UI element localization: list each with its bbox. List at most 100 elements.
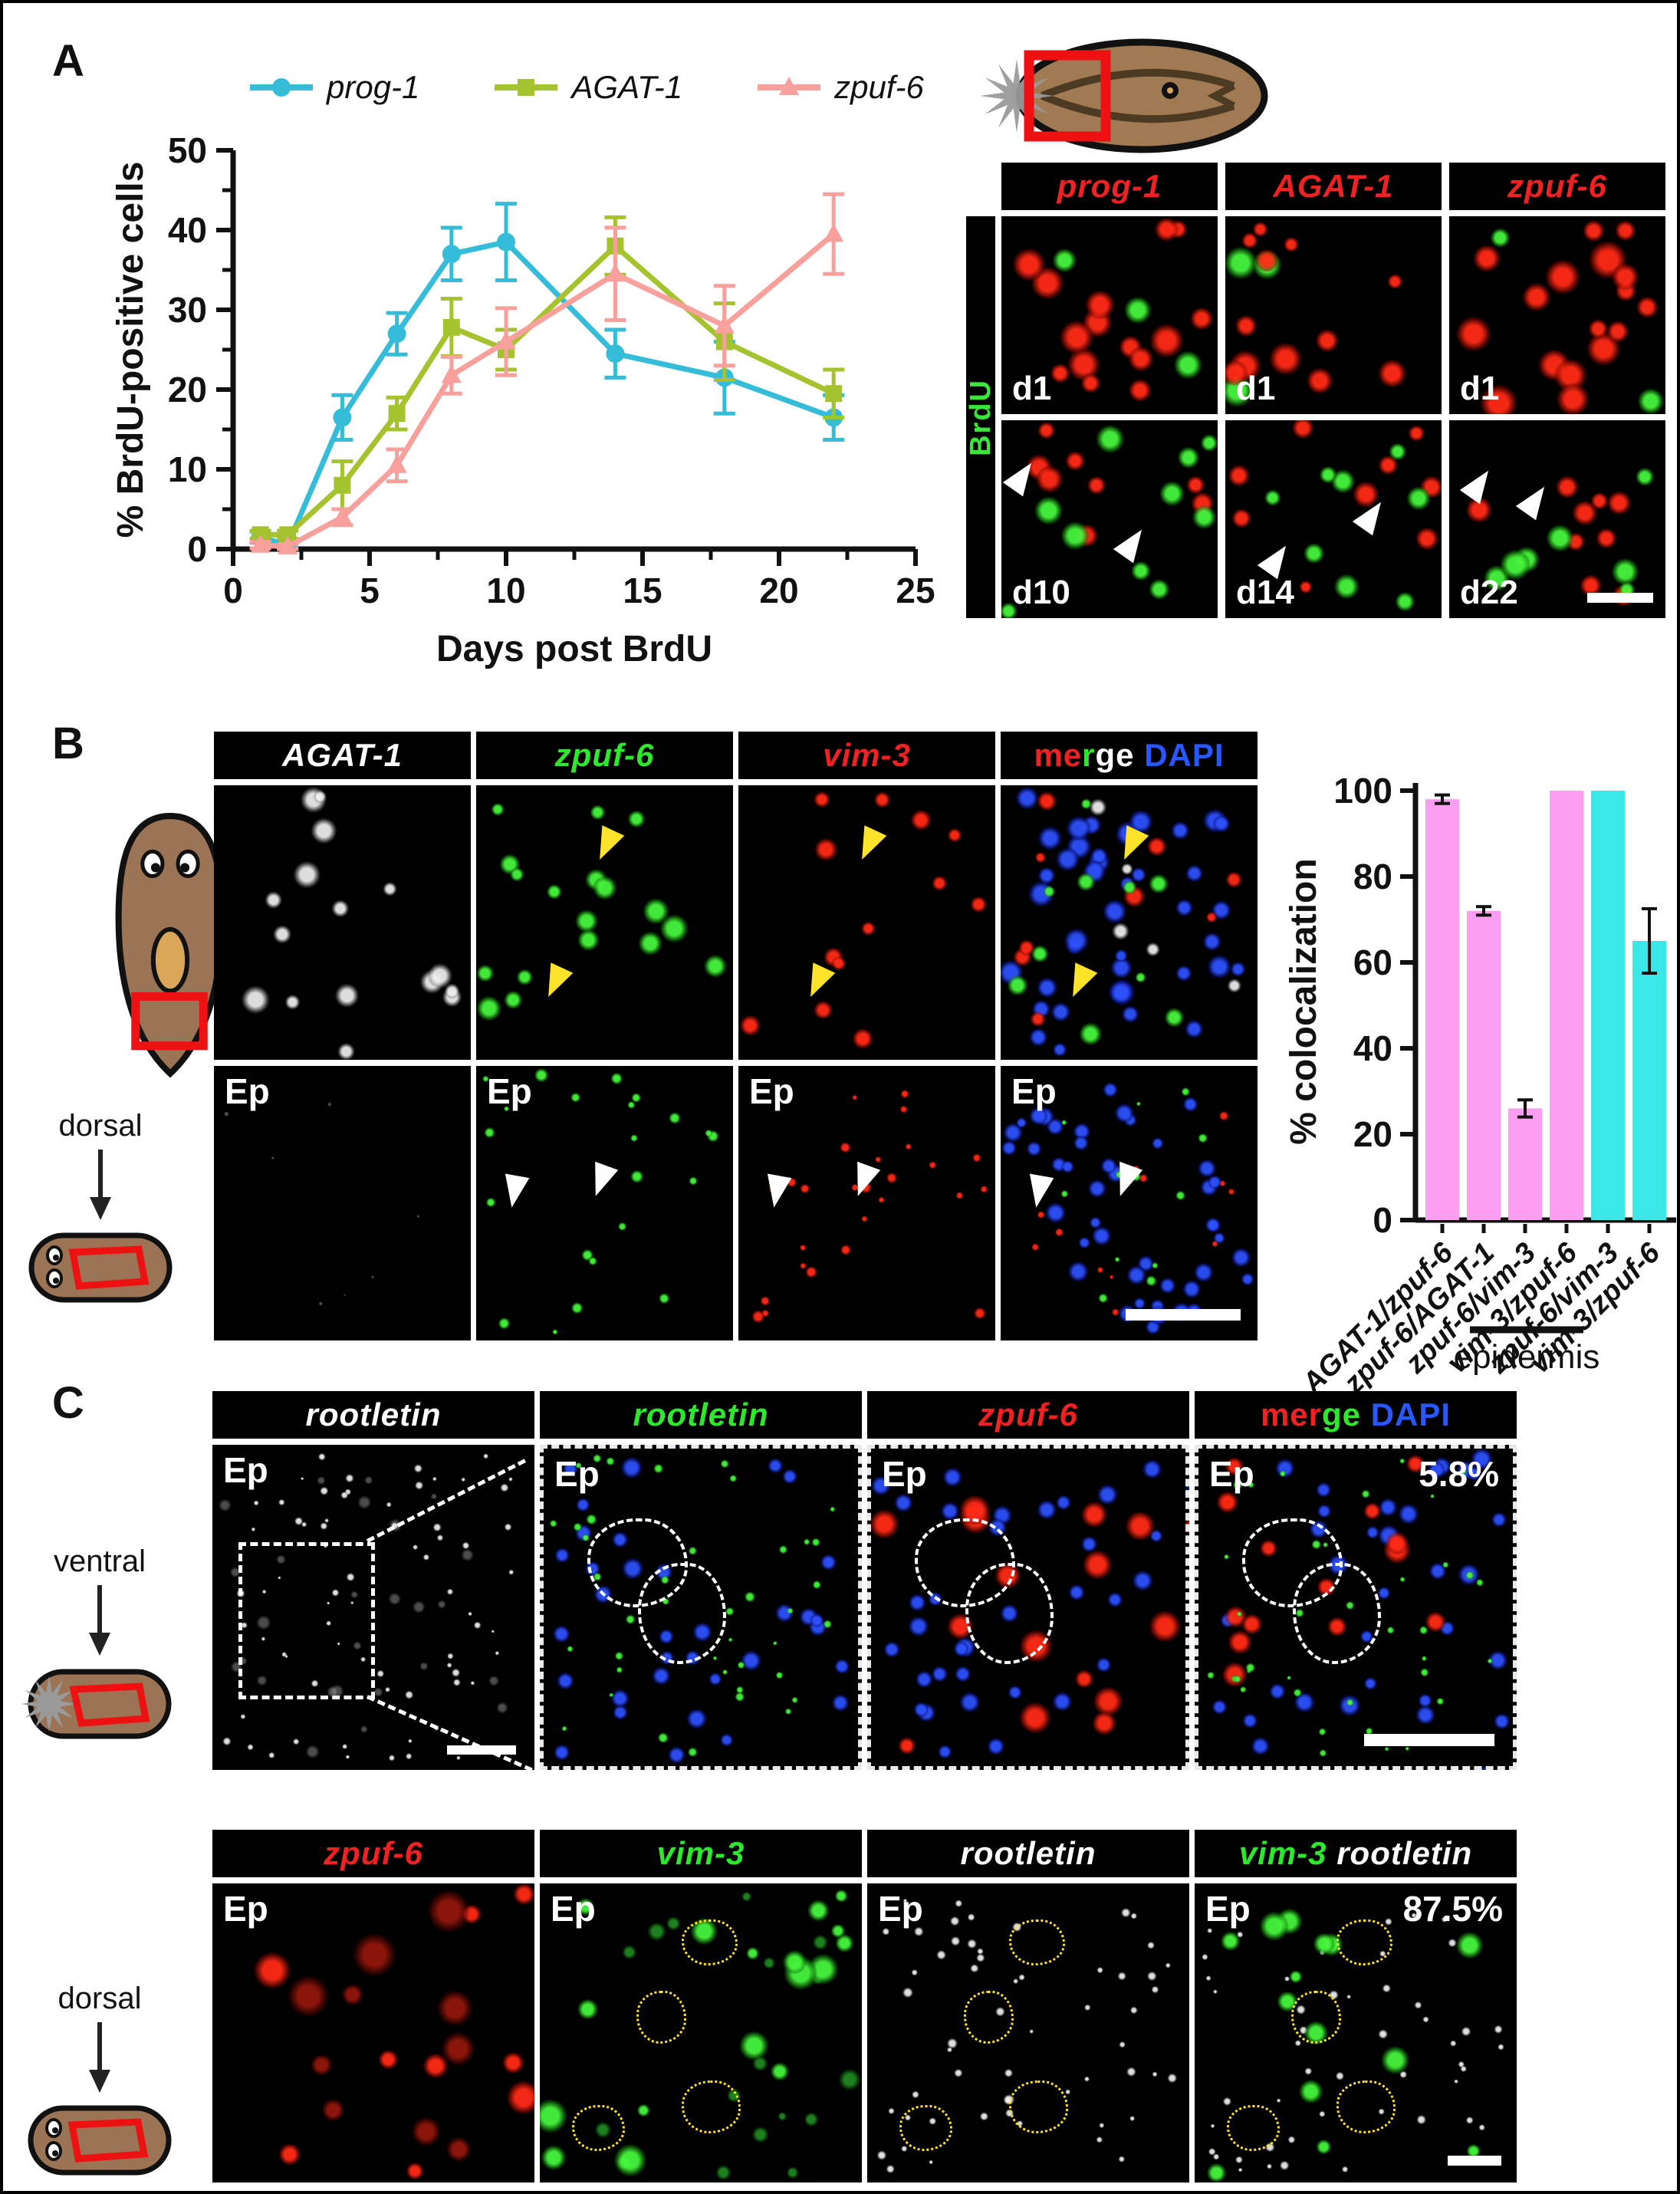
column-header-rootletin: rootletin: [212, 1391, 534, 1439]
svg-text:20: 20: [1353, 1114, 1392, 1154]
scale-bar: [1587, 593, 1653, 603]
svg-text:100: 100: [1333, 771, 1392, 811]
column-header-zpuf-6: zpuf-6: [867, 1391, 1189, 1439]
micrograph-rootletin-dorsal: Ep: [867, 1883, 1189, 2182]
header-text: zpuf-6: [554, 737, 655, 773]
column-header-prog-1: prog-1: [1001, 163, 1218, 210]
timepoint-label: d1: [1460, 370, 1500, 407]
header-text: zpuf-6: [324, 1835, 423, 1871]
arrowhead-icon: [1352, 495, 1391, 536]
cell-outline: [681, 2081, 741, 2133]
arrowhead-icon: [761, 1173, 791, 1210]
epidermis-label: Ep: [225, 1071, 270, 1111]
arrowhead-icon: [588, 825, 625, 866]
down-arrow-icon: [89, 2022, 110, 2093]
column-header-zpuf-6: zpuf-6: [212, 1830, 534, 1877]
column-header-rootletin: rootletin: [867, 1830, 1189, 1877]
arrowhead-icon: [847, 1161, 881, 1201]
zoom-link-line: [366, 1695, 533, 1770]
legend-item-prog-1: prog-1: [248, 69, 419, 106]
header-text: vim-3: [1238, 1835, 1327, 1871]
header-text: zpuf-6: [1507, 168, 1607, 204]
zoom-region-box: [238, 1542, 375, 1700]
svg-text:epidermis: epidermis: [1454, 1338, 1600, 1376]
micrograph-agat-1-d1: d1: [1225, 216, 1442, 414]
planarian-cartoon-head-dorsal: [28, 1232, 173, 1303]
scale-bar: [1448, 2156, 1501, 2166]
cell-outline: [1293, 1563, 1381, 1665]
region-of-interest-box: [131, 992, 208, 1051]
planarian-cartoon-head-region: [980, 38, 1268, 153]
column-header-vim-3-rootletin: vim-3 rootletin: [1195, 1830, 1517, 1877]
scale-bar: [1126, 1309, 1241, 1321]
column-header-vim-3: vim-3: [540, 1830, 862, 1877]
column-header-vim-3: vim-3: [738, 732, 995, 779]
arrowhead-icon: [1109, 1161, 1143, 1201]
micrograph-merge-dapi: [1001, 785, 1258, 1060]
brdu-row-label-bar: BrdU: [965, 216, 997, 618]
head-spikes-icon: [980, 59, 1054, 133]
header-text: ge: [1095, 737, 1135, 773]
dorsal-view-indicator: dorsal: [17, 1982, 182, 2182]
cell-outline: [899, 2104, 952, 2152]
header-text: r: [1082, 737, 1096, 773]
arrowhead-icon: [1459, 463, 1498, 505]
ventral-label: ventral: [53, 1544, 146, 1578]
header-text: mer: [1260, 1396, 1323, 1433]
micrograph-merge-dapi-epidermis: Ep: [1001, 1066, 1258, 1340]
header-text: AGAT-1: [1273, 168, 1394, 204]
panel-a-micrographs: prog-1 AGAT-1 zpuf-6 BrdU d1 d1 d1 d10 d…: [962, 31, 1675, 644]
planarian-cartoon-head-dorsal: [28, 2105, 172, 2176]
legend-label: AGAT-1: [571, 69, 683, 105]
header-text: me: [1034, 737, 1083, 773]
cell-outline: [915, 1518, 1016, 1607]
svg-text:20: 20: [759, 571, 798, 610]
column-header-zpuf-6: zpuf-6: [476, 732, 733, 779]
svg-text:50: 50: [168, 130, 207, 170]
region-of-interest-box: [68, 1245, 150, 1290]
cell-outline: [965, 1563, 1054, 1665]
epidermis-label: Ep: [1011, 1071, 1057, 1111]
micrograph-agat-1: [214, 785, 471, 1060]
planarian-cartoon-whole-body: [115, 813, 225, 1078]
svg-text:10: 10: [168, 449, 207, 489]
micrograph-zpuf-6-d22: d22: [1449, 420, 1665, 618]
timepoint-label: d1: [1236, 370, 1276, 407]
cell-outline: [1008, 2081, 1069, 2133]
svg-text:20: 20: [168, 370, 207, 410]
header-text: vim-3: [823, 737, 911, 773]
arrowhead-icon: [1061, 962, 1098, 1003]
cell-outline: [681, 1919, 738, 1966]
svg-text:% BrdU-positive cells: % BrdU-positive cells: [110, 162, 151, 538]
legend-marker-agat-1-icon: [495, 79, 558, 96]
epidermis-label: Ep: [878, 1889, 923, 1929]
cell-outline: [1336, 1919, 1392, 1966]
head-spikes-icon: [21, 1676, 77, 1732]
header-text: zpuf-6: [978, 1396, 1078, 1433]
cell-outline: [636, 1991, 686, 2044]
micrograph-vim-3-dorsal: Ep: [540, 1883, 862, 2182]
epidermis-label: Ep: [223, 1450, 268, 1490]
colocalization-percent: 87.5%: [1402, 1889, 1503, 1929]
epidermis-label: Ep: [554, 1454, 600, 1494]
legend-marker-zpuf-6-icon: [758, 77, 821, 95]
region-of-interest-box: [69, 1683, 150, 1727]
region-of-interest-box: [67, 2118, 149, 2163]
ventral-view-indicator: ventral: [17, 1544, 182, 1746]
micrograph-vim-3: [738, 785, 995, 1060]
svg-text:Days post BrdU: Days post BrdU: [436, 629, 712, 669]
arrowhead-icon: [584, 1161, 619, 1201]
epidermis-label: Ep: [749, 1071, 794, 1111]
legend-label: prog-1: [327, 69, 420, 105]
legend-label: zpuf-6: [834, 69, 924, 105]
micrograph-rootletin-zoom: Ep: [540, 1445, 862, 1770]
dorsal-view-indicator: dorsal: [20, 1109, 181, 1309]
arrowhead-icon: [1113, 825, 1149, 866]
header-text: rootletin: [960, 1835, 1096, 1871]
micrograph-zpuf-6-zoom: Ep: [867, 1445, 1189, 1770]
svg-text:30: 30: [168, 290, 207, 330]
header-text: rootletin: [1327, 1835, 1473, 1871]
